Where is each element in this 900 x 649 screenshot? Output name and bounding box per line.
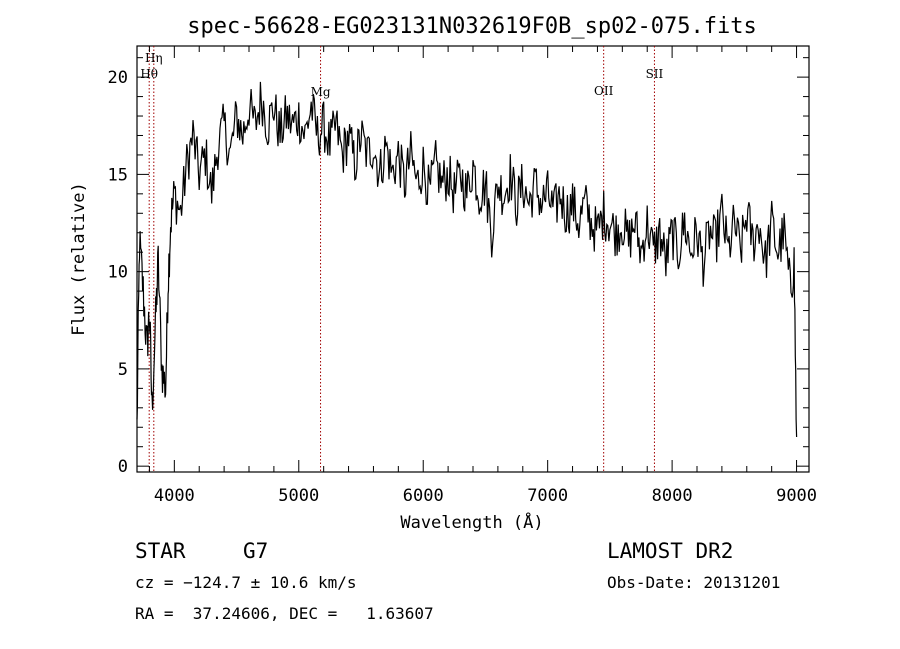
spectrum-line	[136, 81, 798, 438]
line-marker-label: Hη	[145, 51, 163, 65]
survey-name: LAMOST DR2	[607, 539, 734, 563]
x-tick-label: 5000	[278, 486, 319, 506]
y-tick-label: 0	[118, 457, 128, 477]
x-axis-label: Wavelength (Å)	[400, 511, 543, 533]
plot-frame	[136, 45, 810, 473]
y-axis-label: Flux (relative)	[69, 182, 89, 336]
x-tick-label: 8000	[652, 486, 693, 506]
redshift-velocity: cz = −124.7 ± 10.6 km/s	[135, 573, 357, 592]
y-tick-label: 5	[118, 360, 128, 380]
y-tick-label: 20	[108, 68, 128, 88]
axis-ticks: 4000 5000 6000 7000 8000 9000 0 5 10 15 20	[108, 46, 817, 506]
object-subclass: G7	[243, 539, 269, 563]
coordinates: RA = 37.24606, DEC = 1.63607	[135, 604, 434, 623]
line-marker-label: Mg	[311, 85, 331, 99]
y-tick-label: 10	[108, 263, 128, 283]
chart-title: spec-56628-EG023131N032619F0B_sp02-075.f…	[187, 14, 757, 39]
observation-date: Obs-Date: 20131201	[607, 573, 781, 592]
line-marker-label: OII	[594, 84, 614, 98]
y-tick-label: 15	[108, 165, 128, 185]
x-tick-label: 6000	[403, 486, 444, 506]
line-marker-label: SII	[646, 67, 664, 81]
x-tick-label: 9000	[776, 486, 817, 506]
x-tick-label: 7000	[527, 486, 568, 506]
line-marker-label: Hθ	[140, 67, 158, 81]
x-tick-label: 4000	[154, 486, 195, 506]
object-class: STAR	[135, 539, 186, 563]
line-markers: Hη Hθ Mg OII SII	[140, 46, 664, 472]
